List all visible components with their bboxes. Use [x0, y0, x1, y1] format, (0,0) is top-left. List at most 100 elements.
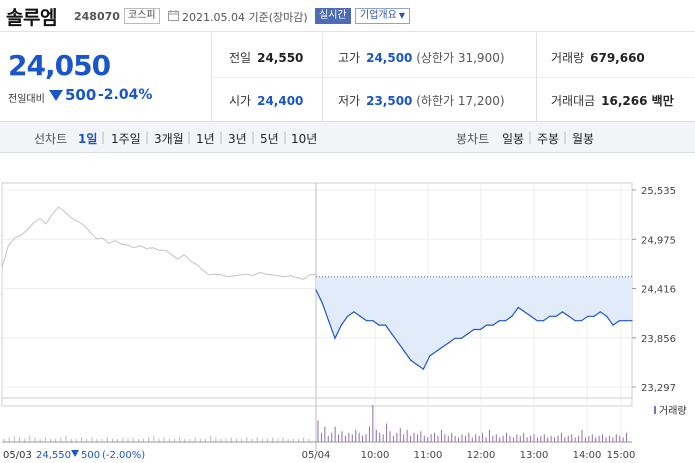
data-point — [473, 328, 475, 331]
data-point — [328, 320, 330, 322]
x-axis: 05/04 10:00 11:00 12:00 13:00 14:00 15:00 — [302, 450, 636, 461]
data-point — [384, 324, 387, 326]
candle-chart-label: 봉차트 — [456, 132, 490, 146]
line-chart-label: 선차트 — [34, 132, 68, 146]
divider — [322, 33, 323, 121]
data-point — [542, 320, 545, 322]
volume-cell: 거래량 679,660 — [551, 49, 645, 66]
stock-code: 248070 — [74, 10, 120, 23]
volume-legend: 거래량 — [654, 405, 687, 417]
period-1y[interactable]: 1년 — [196, 132, 215, 146]
data-point — [625, 320, 627, 322]
data-point — [631, 320, 633, 322]
data-point — [340, 324, 342, 326]
prev-close-value: 24,550 — [257, 51, 304, 65]
data-point — [574, 320, 576, 322]
footer-prev-close: 24,550 — [36, 450, 71, 461]
divider: | — [251, 130, 256, 144]
period-3y[interactable]: 3년 — [228, 132, 247, 146]
chart-footer: 05/03 24,550 500 (-2.00%) — [3, 450, 145, 461]
data-point — [454, 337, 456, 339]
data-point — [555, 315, 557, 317]
data-point — [353, 311, 355, 313]
data-point — [549, 315, 551, 317]
candle-weekly[interactable]: 주봉 — [537, 132, 560, 146]
change-percent: -2.04% — [98, 87, 153, 103]
period-10y[interactable]: 10년 — [291, 132, 318, 146]
amount-value: 16,266 백만 — [601, 94, 674, 108]
divider: | — [187, 130, 192, 144]
data-point — [486, 324, 488, 326]
data-point — [492, 324, 494, 326]
down-arrow-icon — [49, 90, 63, 101]
y-tick-label: 24,416 — [641, 285, 676, 296]
data-point — [612, 324, 614, 326]
volume-label: 거래량 — [551, 51, 585, 65]
footer-date: 05/03 — [3, 450, 32, 461]
data-point — [523, 311, 526, 313]
divider: | — [563, 130, 568, 144]
period-3m[interactable]: 3개월 — [154, 132, 184, 146]
today-fill — [316, 276, 632, 370]
data-point — [479, 328, 481, 331]
period-bar: 선차트 1일 | 1주일 | 3개월 | 1년 | 3년 | 5년 | 10년 … — [0, 121, 695, 153]
x-tick-label: 12:00 — [467, 450, 496, 461]
data-point — [347, 315, 349, 317]
data-point — [561, 311, 564, 313]
data-point — [429, 355, 431, 357]
candle-monthly[interactable]: 월봉 — [572, 132, 595, 146]
price-chart[interactable]: 25,535 24,975 24,416 23,856 23,297 05/04 10:0… — [0, 153, 695, 463]
data-point — [568, 315, 570, 317]
series-line-prev — [1, 206, 317, 280]
chart-series — [1, 206, 633, 370]
low-label: 저가 — [338, 94, 361, 108]
volume-legend-label: 거래량 — [659, 405, 687, 417]
data-point — [435, 350, 437, 353]
company-overview-dropdown[interactable]: 기업개요 ▼ — [355, 8, 410, 24]
data-point — [536, 320, 538, 322]
data-point — [378, 324, 380, 326]
data-point — [593, 315, 595, 317]
data-point — [530, 315, 532, 317]
period-5y[interactable]: 5년 — [260, 132, 279, 146]
open-cell: 시가 24,400 — [229, 92, 303, 109]
divider: | — [101, 130, 106, 144]
divider — [211, 33, 212, 121]
market-badge: 코스피 — [124, 8, 160, 24]
footer-change: 500 — [81, 450, 100, 461]
data-point — [416, 364, 418, 366]
divider: | — [283, 130, 288, 144]
divider: | — [219, 130, 224, 144]
realtime-button[interactable]: 실시간 — [315, 8, 351, 24]
x-tick-label: 14:00 — [573, 450, 602, 461]
divider: | — [528, 130, 533, 144]
data-point — [321, 302, 323, 304]
data-point — [517, 306, 519, 309]
data-point — [372, 320, 374, 322]
high-value: 24,500 — [366, 51, 413, 65]
stock-header: 솔루엠 248070 코스피 2021.05.04 기준(장마감) 실시간 기업… — [0, 0, 695, 32]
current-price: 24,050 — [8, 49, 111, 82]
prev-close-cell: 전일 24,550 — [229, 49, 303, 66]
y-tick-label: 25,535 — [641, 186, 676, 197]
data-point — [365, 320, 368, 322]
data-point — [422, 368, 425, 370]
today-area — [316, 276, 632, 370]
candle-daily[interactable]: 일봉 — [502, 132, 525, 146]
stock-name: 솔루엠 — [6, 7, 57, 29]
period-1w[interactable]: 1주일 — [111, 132, 141, 146]
x-tick-label: 13:00 — [520, 450, 549, 461]
data-point — [511, 315, 513, 317]
divider — [212, 77, 695, 78]
footer-change-pct: (-2.00%) — [102, 450, 145, 461]
amount-label: 거래대금 — [551, 94, 596, 108]
x-tick-label: 15:00 — [607, 450, 636, 461]
data-point — [599, 311, 602, 313]
y-axis: 25,535 24,975 24,416 23,856 23,297 — [632, 186, 676, 394]
x-tick-label: 05/04 — [302, 450, 331, 461]
volume-chart — [2, 397, 632, 443]
divider — [536, 33, 537, 121]
period-1d[interactable]: 1일 — [78, 132, 98, 146]
data-point — [606, 315, 608, 317]
low-value: 23,500 — [366, 94, 413, 108]
